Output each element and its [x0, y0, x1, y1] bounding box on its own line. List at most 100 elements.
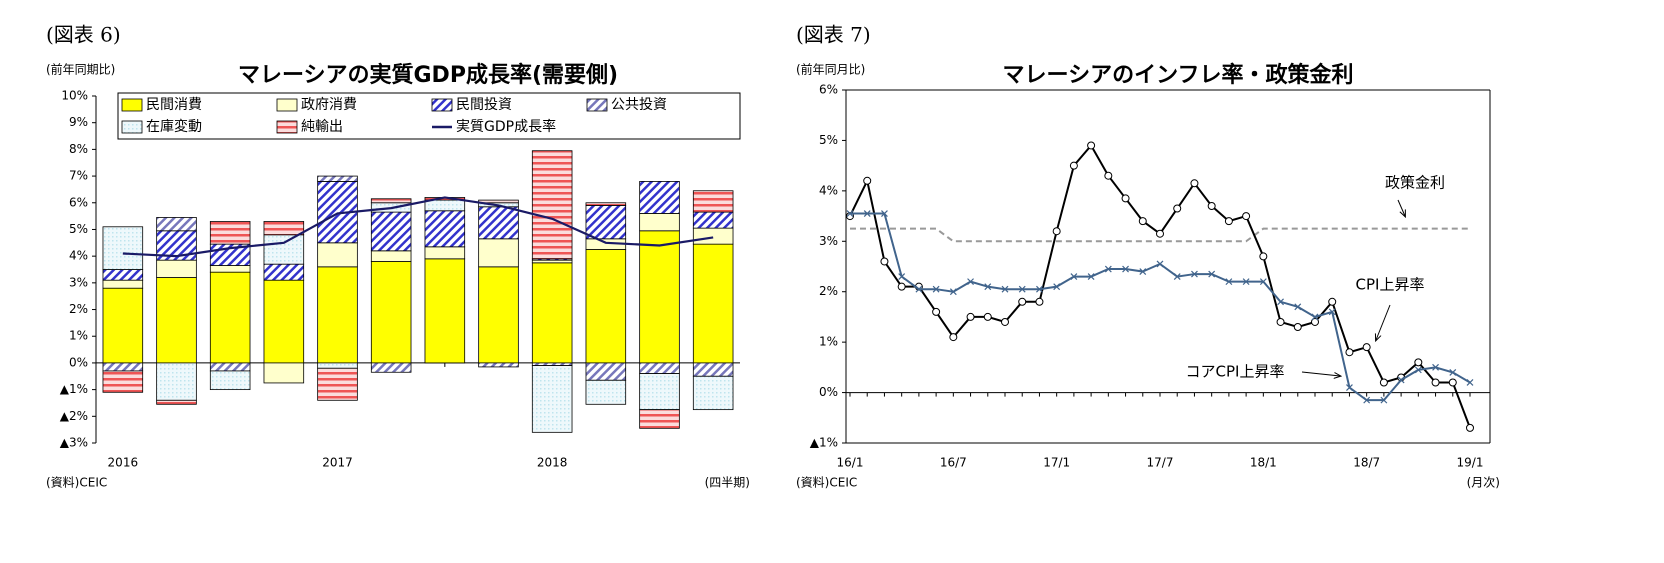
- point: [949, 288, 957, 296]
- x-tick-label: 16/7: [940, 456, 967, 470]
- point: [932, 285, 940, 293]
- point: [1346, 384, 1353, 391]
- annotation-arrow: [1301, 371, 1340, 376]
- legend-box: [117, 92, 741, 140]
- point: [1122, 265, 1129, 273]
- bar-segment: [585, 205, 627, 240]
- point: [1276, 317, 1285, 326]
- y-tick-label: 5%: [819, 133, 838, 147]
- bar-segment: [424, 210, 466, 248]
- bar-segment: [156, 259, 197, 278]
- figure-label: (図表 7): [796, 23, 871, 47]
- x-tick-label: 19/1: [1457, 456, 1484, 470]
- x-tick-label: 17/1: [1043, 456, 1070, 470]
- point: [1070, 273, 1078, 281]
- point: [915, 285, 923, 293]
- bar-segment: [156, 217, 197, 232]
- point: [1069, 161, 1078, 170]
- bar-segment: [209, 265, 251, 273]
- point: [1156, 260, 1164, 268]
- point: [1001, 285, 1009, 293]
- y-tick-label: 10%: [61, 89, 88, 103]
- source: (資料)CEIC: [796, 476, 857, 490]
- y-tick-label: 6%: [69, 195, 88, 209]
- y-tick-label: 2%: [69, 302, 88, 316]
- bar-segment: [209, 370, 251, 391]
- point: [1036, 285, 1043, 293]
- point: [881, 210, 888, 217]
- bar-segment: [692, 227, 734, 245]
- annotation: CPI上昇率: [1356, 276, 1425, 294]
- bar-segment: [478, 206, 519, 240]
- bar-segment: [263, 234, 305, 265]
- legend-label: 民間投資: [456, 97, 512, 113]
- unit-label: (前年同月比): [796, 62, 865, 77]
- bar-segment: [424, 246, 466, 260]
- bar-segment: [156, 362, 197, 401]
- bar-segment: [263, 221, 305, 236]
- y-tick-label: 4%: [69, 249, 88, 263]
- annotation: 政策金利: [1385, 174, 1445, 192]
- point: [1466, 423, 1474, 432]
- point: [1207, 201, 1216, 210]
- line-series: [122, 196, 714, 258]
- point: [1018, 297, 1027, 306]
- y-tick-label: 9%: [69, 115, 88, 129]
- y-tick-label: 0%: [819, 385, 838, 399]
- legend-label: 実質GDP成長率: [456, 118, 556, 135]
- bar-segment: [102, 279, 144, 289]
- bar-segment: [424, 199, 466, 212]
- point: [1052, 227, 1061, 236]
- bar-segment: [209, 221, 251, 245]
- point: [1362, 343, 1371, 352]
- legend-swatch: [276, 98, 298, 112]
- point: [1191, 270, 1198, 278]
- y-tick-label: ▲1%: [810, 436, 838, 450]
- point: [1345, 348, 1354, 357]
- point: [1311, 313, 1319, 321]
- bar-segment: [317, 362, 358, 369]
- point: [1397, 376, 1405, 384]
- point: [932, 307, 941, 316]
- point: [898, 273, 906, 281]
- bar-segment: [370, 362, 412, 373]
- bar-segment: [317, 242, 358, 268]
- line-series: [850, 227, 1470, 243]
- bar-segment: [692, 243, 734, 364]
- y-tick-label: 0%: [69, 355, 88, 369]
- y-tick-label: 3%: [819, 234, 838, 248]
- bar-segment: [209, 271, 251, 364]
- bar-segment: [531, 262, 573, 364]
- bar-segment: [478, 266, 519, 364]
- bar-segment: [102, 370, 144, 393]
- bar-segment: [317, 175, 358, 182]
- legend-label: 在庫変動: [146, 118, 202, 135]
- unit-label: (前年同期比): [46, 62, 115, 77]
- point: [1001, 317, 1009, 326]
- bar-segment: [370, 250, 412, 262]
- legend-swatch: [276, 120, 298, 134]
- point: [1138, 217, 1147, 226]
- legend-swatch: [121, 98, 143, 112]
- point: [1328, 297, 1337, 306]
- point: [863, 176, 872, 185]
- point: [1053, 283, 1061, 291]
- bar-segment: [478, 362, 519, 368]
- x-tick-label: 18/7: [1353, 456, 1380, 470]
- y-tick-label: 7%: [69, 169, 88, 183]
- bar-segment: [317, 367, 358, 401]
- annotation: コアCPI上昇率: [1186, 363, 1285, 381]
- point: [880, 257, 889, 266]
- bar-segment: [102, 269, 144, 281]
- point: [1224, 217, 1233, 226]
- y-tick-label: 4%: [819, 183, 838, 197]
- bar-segment: [263, 263, 305, 281]
- y-tick-label: ▲3%: [60, 436, 88, 450]
- y-tick-label: 1%: [819, 335, 838, 349]
- bar-segment: [639, 230, 680, 364]
- point: [1432, 363, 1439, 371]
- bar-segment: [531, 259, 573, 264]
- point: [983, 312, 992, 321]
